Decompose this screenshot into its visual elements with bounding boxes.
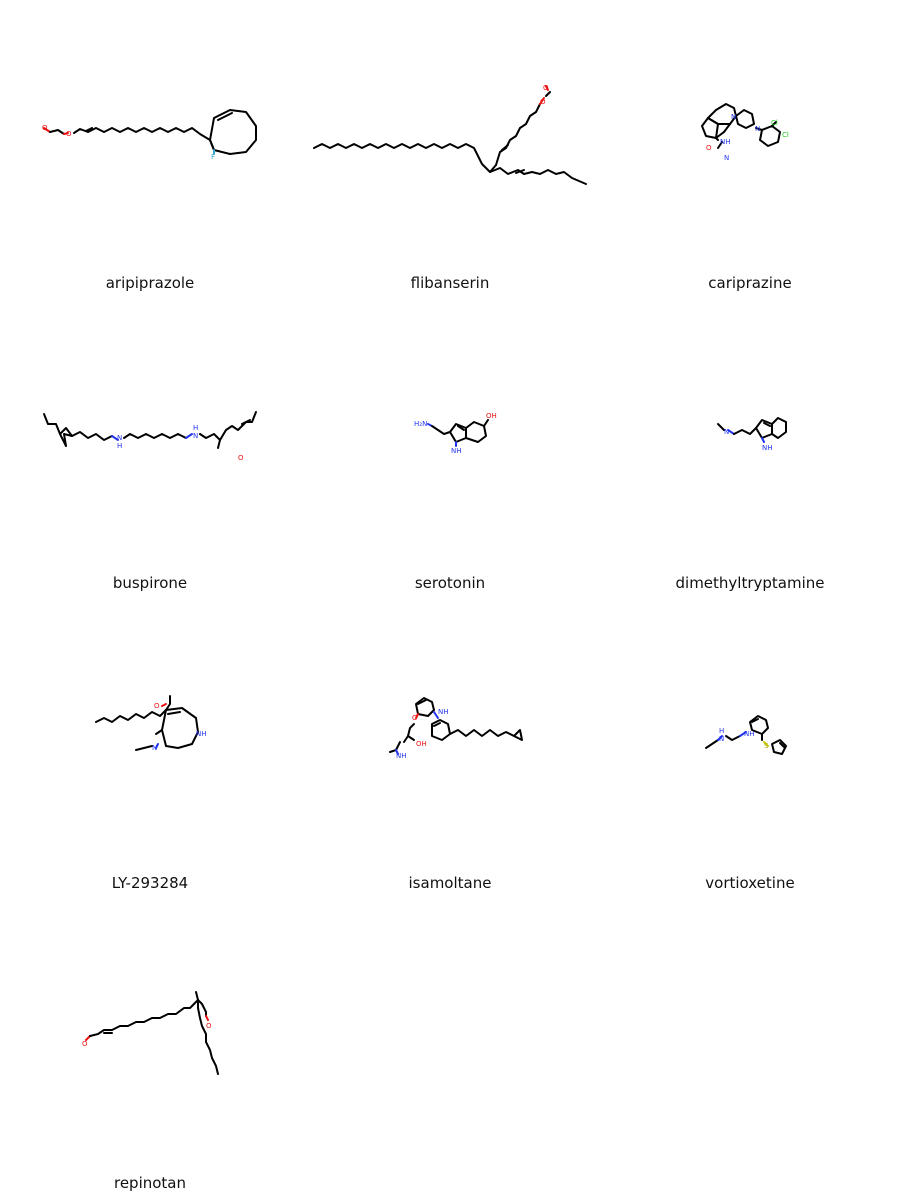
structure-drawing-ly-293284: O N NH bbox=[0, 600, 300, 850]
molecule-name: vortioxetine bbox=[705, 874, 795, 892]
atom-O2: O bbox=[66, 130, 72, 138]
structure-drawing-aripiprazole: O O F bbox=[0, 0, 300, 250]
atom-H1: H bbox=[117, 442, 122, 450]
atom-NH1: NH bbox=[438, 708, 449, 716]
atom-Cl1: Cl bbox=[771, 119, 778, 127]
atom-O1: O bbox=[540, 98, 546, 106]
molecule-name: LY-293284 bbox=[111, 874, 189, 892]
structure-drawing-flibanserin: O O bbox=[300, 0, 600, 250]
molecule-name: flibanserin bbox=[410, 274, 490, 292]
atom-NH: NH bbox=[196, 730, 207, 738]
atom-Cl2: Cl bbox=[782, 131, 789, 139]
structure-drawing-dimethyltryptamine: N NH bbox=[600, 300, 900, 550]
atom-NH: NH bbox=[762, 444, 773, 452]
molecule-cell-isamoltane: O NH NH OH isamoltane bbox=[300, 600, 600, 900]
molecule-name: cariprazine bbox=[708, 274, 792, 292]
molecule-cell-serotonin: H₂N OH NH serotonin bbox=[300, 300, 600, 600]
atom-O2: O bbox=[543, 84, 549, 92]
structure-drawing-vortioxetine: H N NH S bbox=[600, 600, 900, 850]
structure-drawing-serotonin: H₂N OH NH bbox=[300, 300, 600, 550]
structure-drawing-buspirone: N H H N O bbox=[0, 300, 300, 550]
molecule-cell-aripiprazole: O O F aripiprazole bbox=[0, 0, 300, 300]
structure-drawing-repinotan: O O bbox=[0, 900, 300, 1150]
structure-drawing-isamoltane: O NH NH OH bbox=[300, 600, 600, 850]
atom-NH2: H₂N bbox=[414, 420, 427, 428]
molecule-name: repinotan bbox=[113, 1174, 187, 1192]
atom-N1: N bbox=[731, 113, 736, 121]
atom-F: F bbox=[211, 153, 215, 161]
molecule-cell-vortioxetine: H N NH S vortioxetine bbox=[600, 600, 900, 900]
molecule-cell-ly-293284: O N NH LY-293284 bbox=[0, 600, 300, 900]
atom-NH: NH bbox=[720, 138, 731, 146]
atom-NH: NH bbox=[744, 730, 755, 738]
molecule-cell-dimethyltryptamine: N NH dimethyltryptamine bbox=[600, 300, 900, 600]
atom-O: O bbox=[706, 144, 712, 152]
molecule-cell-buspirone: N H H N O buspirone bbox=[0, 300, 300, 600]
structure-drawing-cariprazine: N N NH O N Cl Cl bbox=[600, 0, 900, 250]
atom-N2: N bbox=[755, 125, 760, 133]
atom-NH1: N bbox=[117, 434, 122, 442]
atom-O2: O bbox=[206, 1022, 212, 1030]
atom-OH: OH bbox=[486, 412, 497, 420]
atom-S: S bbox=[764, 742, 769, 750]
atom-H: H bbox=[719, 727, 724, 735]
atom-OH: OH bbox=[416, 740, 427, 748]
atom-O1: O bbox=[82, 1040, 88, 1048]
atom-N: N bbox=[152, 744, 157, 752]
molecule-name: isamoltane bbox=[408, 874, 492, 892]
atom-O: O bbox=[412, 714, 418, 722]
molecule-cell-flibanserin: O O flibanserin bbox=[300, 0, 600, 300]
atom-NH: NH bbox=[451, 447, 462, 455]
molecule-cell-repinotan: O O repinotan bbox=[0, 900, 300, 1200]
atom-N: N bbox=[724, 428, 729, 436]
molecule-name: aripiprazole bbox=[105, 274, 195, 292]
atom-NH2: NH bbox=[396, 752, 407, 760]
molecule-name: buspirone bbox=[112, 574, 188, 592]
atom-N1: N bbox=[719, 735, 724, 743]
molecule-cell-cariprazine: N N NH O N Cl Cl cariprazine bbox=[600, 0, 900, 300]
atom-O: O bbox=[238, 454, 244, 462]
atom-O1: O bbox=[42, 124, 48, 132]
molecule-name: dimethyltryptamine bbox=[675, 574, 825, 592]
atom-NH2: H bbox=[193, 424, 198, 432]
atom-O: O bbox=[154, 702, 160, 710]
molecule-name: serotonin bbox=[414, 574, 486, 592]
atom-NMe: N bbox=[724, 154, 729, 162]
atom-N2: N bbox=[193, 432, 198, 440]
